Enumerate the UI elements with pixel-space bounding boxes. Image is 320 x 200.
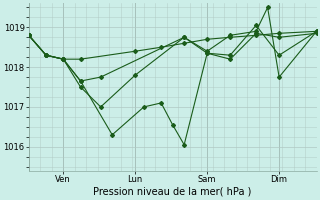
X-axis label: Pression niveau de la mer( hPa ): Pression niveau de la mer( hPa ) (93, 187, 252, 197)
